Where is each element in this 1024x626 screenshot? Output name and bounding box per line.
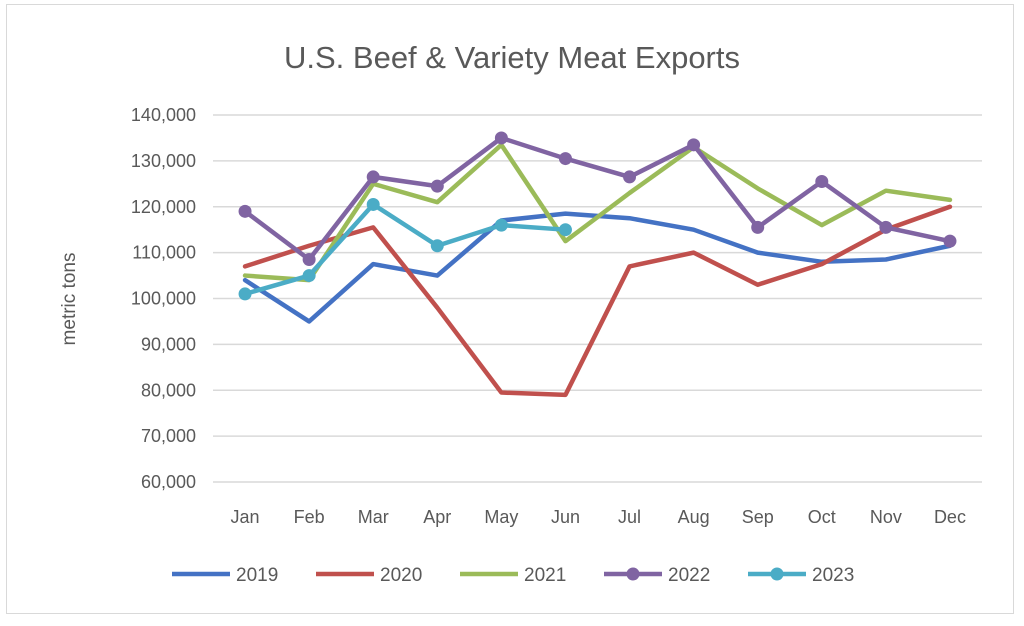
y-tick-label: 60,000 — [141, 472, 196, 492]
data-point-2022 — [623, 170, 637, 184]
y-tick-label: 90,000 — [141, 334, 196, 354]
x-tick-label: Oct — [808, 507, 836, 527]
data-point-2023 — [238, 287, 252, 301]
data-point-2022 — [302, 253, 316, 267]
y-tick-label: 120,000 — [131, 197, 196, 217]
legend-marker-2022 — [626, 567, 640, 581]
x-tick-label: Feb — [294, 507, 325, 527]
data-point-2023 — [558, 223, 572, 237]
data-point-2022 — [494, 131, 508, 145]
data-point-2022 — [558, 152, 572, 166]
data-point-2022 — [687, 138, 701, 152]
x-tick-label: May — [484, 507, 518, 527]
data-point-2022 — [751, 220, 765, 234]
x-tick-label: Jan — [231, 507, 260, 527]
y-axis-label: metric tons — [59, 253, 80, 346]
x-tick-label: Mar — [358, 507, 389, 527]
data-point-2022 — [815, 175, 829, 189]
series-line-2023 — [242, 202, 568, 297]
legend-marker-2023 — [770, 567, 784, 581]
y-tick-label: 140,000 — [131, 105, 196, 125]
x-tick-label: Nov — [870, 507, 902, 527]
y-tick-label: 110,000 — [132, 243, 196, 263]
y-tick-label: 80,000 — [141, 380, 196, 400]
chart-frame — [6, 4, 1014, 614]
data-point-2022 — [943, 234, 957, 248]
data-point-2022 — [366, 170, 380, 184]
series-line-2020 — [242, 204, 953, 398]
legend-label-2023: 2023 — [812, 565, 854, 586]
data-point-2023 — [494, 218, 508, 232]
y-tick-label: 130,000 — [131, 151, 196, 171]
chart-title: U.S. Beef & Variety Meat Exports — [284, 40, 740, 75]
data-point-2022 — [430, 179, 444, 193]
y-tick-label: 70,000 — [141, 426, 196, 446]
series-line-2022 — [242, 135, 953, 262]
x-tick-label: Jul — [618, 507, 641, 527]
data-point-2023 — [430, 239, 444, 253]
x-tick-label: Jun — [551, 507, 580, 527]
x-tick-label: Sep — [742, 507, 774, 527]
y-tick-label: 100,000 — [131, 289, 196, 309]
legend-label-2020: 2020 — [380, 565, 422, 586]
data-point-2022 — [879, 220, 893, 234]
data-point-2023 — [366, 197, 380, 211]
data-point-2022 — [238, 204, 252, 218]
data-point-2023 — [302, 269, 316, 283]
x-tick-label: Aug — [678, 507, 710, 527]
series-line-2021 — [242, 142, 953, 283]
legend-label-2022: 2022 — [668, 565, 710, 586]
legend-label-2019: 2019 — [236, 565, 278, 586]
x-tick-label: Apr — [423, 507, 451, 527]
legend-label-2021: 2021 — [524, 565, 566, 586]
x-tick-label: Dec — [934, 507, 966, 527]
